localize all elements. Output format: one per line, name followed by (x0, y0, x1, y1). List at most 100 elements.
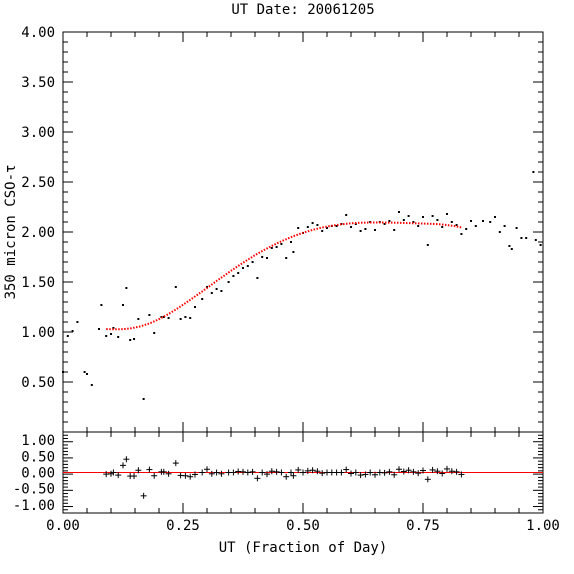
data-point (450, 221, 453, 223)
data-point (297, 227, 300, 229)
data-point (508, 245, 511, 247)
data-point (520, 237, 523, 239)
data-point (117, 336, 120, 338)
residual-point (410, 468, 417, 475)
data-point (431, 215, 434, 217)
data-point (215, 288, 218, 290)
residual-point (151, 472, 158, 479)
data-point (237, 272, 240, 274)
data-point (137, 318, 140, 320)
chart-title: UT Date: 20061205 (231, 2, 374, 18)
y-tick-label-residual: -1.00 (13, 498, 55, 514)
data-point (90, 384, 93, 386)
residual-panel-y-tick-labels: 1.000.500.00-0.50-1.00 (13, 433, 55, 514)
residual-point (254, 475, 261, 482)
data-point (311, 222, 314, 224)
data-point (494, 216, 496, 218)
data-point (142, 398, 145, 400)
residual-point (391, 471, 398, 478)
residual-point (240, 468, 246, 475)
data-point (306, 226, 309, 228)
data-point (393, 229, 396, 231)
data-point (470, 220, 472, 222)
residual-point (314, 468, 321, 475)
y-tick-label-main: 1.50 (21, 275, 55, 291)
data-point (383, 223, 386, 225)
residual-point (448, 468, 455, 475)
data-point (441, 226, 444, 228)
data-point (316, 224, 319, 226)
residual-panel-ticks (62, 432, 544, 513)
residual-point (300, 469, 306, 476)
x-tick-label: 0.50 (286, 518, 320, 534)
data-point (534, 239, 537, 241)
data-point (122, 304, 124, 306)
residual-point (415, 470, 422, 477)
data-point (153, 332, 156, 334)
data-point (266, 257, 268, 259)
data-point (174, 286, 177, 288)
data-point (256, 277, 259, 279)
residual-point (362, 471, 369, 478)
data-point (412, 221, 415, 223)
residual-point (192, 471, 198, 478)
data-point (105, 335, 108, 337)
residual-point (396, 466, 402, 473)
data-point (227, 281, 230, 283)
residual-point (273, 468, 280, 475)
data-point (510, 248, 513, 250)
data-point (242, 267, 244, 269)
x-tick-label: 0.25 (166, 518, 200, 534)
residual-point (319, 470, 326, 477)
residual-point (110, 469, 117, 476)
data-point (474, 225, 477, 227)
data-point (270, 247, 273, 249)
main-panel-data-points (62, 171, 542, 400)
data-point (275, 246, 278, 248)
y-tick-label-main: 2.00 (21, 225, 55, 241)
y-tick-label-residual: -0.50 (13, 482, 55, 498)
residual-point (453, 468, 460, 475)
data-point (86, 373, 88, 375)
residual-point (115, 472, 122, 479)
residual-point (434, 468, 441, 475)
data-point (345, 214, 348, 216)
data-point (422, 216, 424, 218)
data-point (359, 230, 362, 232)
data-point (194, 306, 196, 308)
residual-point (304, 467, 311, 474)
residual-point (131, 473, 138, 480)
residual-point (146, 466, 153, 473)
data-point (110, 333, 112, 335)
data-point (532, 171, 535, 173)
y-tick-label-main: 2.50 (21, 175, 55, 191)
data-point (125, 287, 128, 289)
residual-point (424, 476, 431, 483)
data-point (426, 244, 429, 246)
data-point (76, 321, 79, 323)
data-point (220, 290, 223, 292)
data-point (350, 226, 352, 228)
residual-point (213, 469, 220, 476)
data-point (246, 265, 249, 267)
residual-point (309, 467, 316, 474)
data-point (388, 220, 391, 222)
residual-data-points (103, 456, 465, 499)
main-panel-ticks (62, 31, 544, 433)
data-point (402, 219, 405, 221)
y-axis-title: 350 micron CSO-τ (3, 165, 19, 300)
residual-point (343, 466, 350, 473)
residual-point (367, 469, 374, 476)
residual-point (338, 469, 345, 476)
residual-point (264, 471, 270, 478)
residual-point (268, 468, 275, 475)
residual-point (400, 468, 407, 475)
data-point (66, 335, 69, 337)
data-point (184, 316, 187, 318)
residual-point (187, 473, 194, 480)
residual-point (182, 472, 189, 479)
y-tick-label-main: 0.50 (21, 375, 55, 391)
fit-curve (106, 221, 462, 331)
data-point (285, 257, 288, 259)
data-point (539, 244, 542, 246)
